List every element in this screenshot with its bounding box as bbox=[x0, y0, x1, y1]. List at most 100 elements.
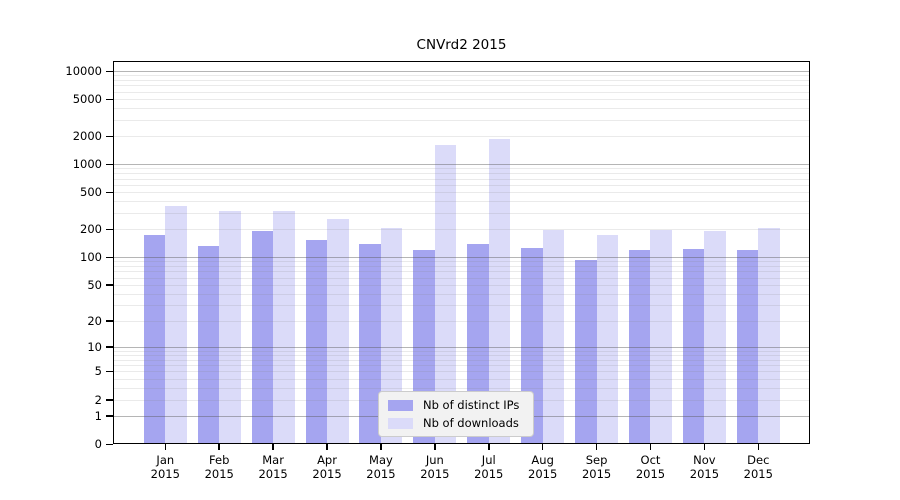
x-tick-label: Jan 2015 bbox=[150, 453, 180, 481]
gridline bbox=[113, 365, 810, 367]
gridline bbox=[113, 371, 810, 373]
y-tick-label: 100 bbox=[80, 250, 102, 265]
gridline bbox=[113, 108, 810, 110]
bar-downloads-apr bbox=[327, 219, 349, 444]
legend-item-downloads: Nb of downloads bbox=[388, 416, 519, 430]
x-tick-label: Mar 2015 bbox=[258, 453, 288, 481]
y-tick-label: 5 bbox=[94, 364, 102, 379]
x-axis-tick bbox=[218, 444, 220, 450]
x-tick-label: Oct 2015 bbox=[635, 453, 666, 481]
y-tick-label: 5000 bbox=[72, 92, 102, 107]
legend: Nb of distinct IPs Nb of downloads bbox=[378, 391, 535, 437]
y-axis-tick bbox=[106, 228, 113, 231]
gridline bbox=[113, 304, 810, 306]
gridline bbox=[113, 71, 810, 72]
gridline bbox=[113, 350, 810, 352]
gridline bbox=[113, 266, 810, 268]
y-tick-label: 2000 bbox=[72, 129, 102, 144]
gridline bbox=[113, 75, 810, 77]
chart-title: CNVrd2 2015 bbox=[416, 37, 507, 53]
x-tick-label: Dec 2015 bbox=[743, 453, 773, 481]
x-axis-tick bbox=[272, 444, 274, 450]
y-tick-label: 2 bbox=[94, 392, 102, 407]
y-axis-tick bbox=[106, 399, 113, 401]
gridline bbox=[113, 387, 810, 389]
x-axis-tick bbox=[488, 444, 490, 450]
bar-distinct-ips-jan bbox=[143, 234, 166, 444]
gridline bbox=[113, 184, 810, 186]
gridline bbox=[113, 229, 810, 231]
y-axis-tick bbox=[106, 70, 113, 72]
x-axis-tick bbox=[380, 444, 382, 450]
y-tick-label: 200 bbox=[80, 222, 102, 237]
gridline bbox=[113, 378, 810, 380]
bar-downloads-jul bbox=[488, 138, 511, 444]
x-tick-label: Nov 2015 bbox=[689, 453, 720, 481]
bar-downloads-aug bbox=[542, 229, 565, 444]
bar-downloads-mar bbox=[273, 210, 295, 444]
bar-distinct-ips-apr bbox=[305, 239, 328, 444]
y-axis-tick bbox=[106, 320, 113, 322]
bar-downloads-jan bbox=[165, 205, 187, 444]
bar-downloads-may bbox=[380, 228, 403, 444]
gridline bbox=[113, 178, 810, 180]
bar-downloads-nov bbox=[704, 231, 726, 444]
bar-distinct-ips-feb bbox=[197, 245, 220, 444]
gridline bbox=[113, 277, 810, 279]
gridline bbox=[113, 257, 810, 259]
x-axis-tick bbox=[757, 444, 760, 450]
y-tick-label: 0 bbox=[94, 437, 102, 451]
legend-swatch-downloads bbox=[388, 417, 413, 429]
gridline bbox=[113, 346, 810, 348]
x-tick-label: Apr 2015 bbox=[312, 453, 342, 481]
x-tick-label: Jul 2015 bbox=[474, 453, 504, 481]
gridline bbox=[113, 284, 810, 286]
gridline bbox=[113, 168, 810, 170]
gridline bbox=[113, 271, 810, 273]
y-axis-tick bbox=[106, 256, 113, 259]
y-tick-label: 1000 bbox=[72, 157, 102, 172]
gridline bbox=[113, 359, 810, 361]
y-tick-label: 10000 bbox=[65, 64, 102, 78]
x-axis-tick bbox=[649, 444, 652, 450]
gridline bbox=[113, 201, 810, 203]
y-tick-label: 50 bbox=[87, 277, 102, 292]
gridline bbox=[113, 99, 810, 101]
y-tick-label: 20 bbox=[87, 313, 102, 328]
bar-distinct-ips-nov bbox=[682, 248, 705, 444]
bar-distinct-ips-mar bbox=[251, 231, 274, 444]
x-tick-label: Aug 2015 bbox=[528, 453, 558, 481]
x-axis-tick bbox=[326, 444, 328, 450]
gridline bbox=[113, 80, 810, 82]
y-tick-label: 500 bbox=[80, 185, 102, 200]
y-axis-tick bbox=[106, 191, 113, 194]
bar-distinct-ips-sep bbox=[575, 260, 597, 444]
bar-downloads-feb bbox=[219, 210, 241, 444]
y-tick-label: 10 bbox=[87, 339, 102, 354]
gridline bbox=[113, 261, 810, 263]
gridline bbox=[113, 212, 810, 214]
legend-item-distinct-ips: Nb of distinct IPs bbox=[388, 398, 519, 412]
x-axis-tick bbox=[541, 444, 544, 450]
x-tick-label: May 2015 bbox=[366, 453, 396, 481]
x-axis-tick bbox=[595, 444, 598, 450]
bar-distinct-ips-may bbox=[359, 244, 381, 444]
y-axis-tick bbox=[106, 98, 113, 101]
bar-distinct-ips-dec bbox=[736, 249, 759, 444]
legend-swatch-distinct-ips bbox=[388, 399, 413, 411]
bar-distinct-ips-oct bbox=[628, 250, 651, 444]
x-tick-label: Jun 2015 bbox=[420, 453, 450, 481]
gridline bbox=[113, 320, 810, 322]
legend-label-distinct-ips: Nb of distinct IPs bbox=[423, 398, 520, 412]
gridline bbox=[113, 91, 810, 93]
y-axis-tick bbox=[106, 346, 113, 348]
y-axis-tick bbox=[106, 415, 113, 417]
gridline bbox=[113, 85, 810, 87]
bar-downloads-oct bbox=[650, 230, 672, 444]
gridline bbox=[113, 192, 810, 194]
x-tick-label: Feb 2015 bbox=[204, 453, 234, 481]
bar-downloads-jun bbox=[434, 144, 457, 444]
y-axis-tick bbox=[106, 443, 113, 445]
gridline bbox=[113, 173, 810, 175]
bar-downloads-dec bbox=[758, 228, 780, 444]
